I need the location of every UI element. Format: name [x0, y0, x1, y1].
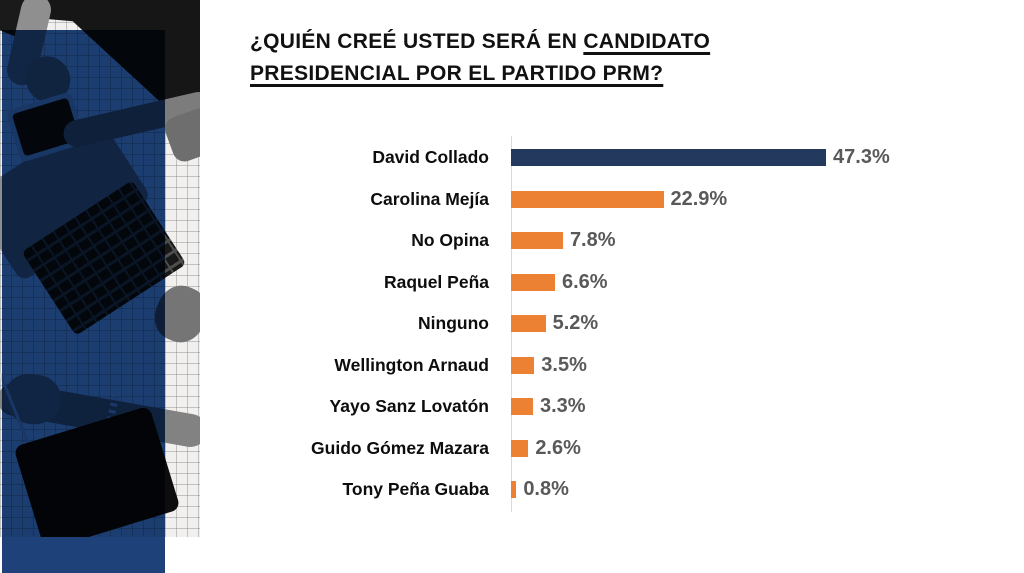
bar-row: David Collado 47.3% [250, 137, 890, 179]
bar-area: 0.8% [511, 478, 844, 501]
bar [511, 439, 529, 457]
bar-value: 5.2% [552, 312, 599, 335]
title-underlined-part1: CANDIDATO [583, 30, 711, 53]
bar-label: Tony Peña Guaba [342, 479, 489, 500]
bar-value: 3.5% [541, 353, 587, 376]
bar [511, 273, 555, 291]
bar-label: Carolina Mejía [370, 188, 489, 209]
bar-value: 7.8% [569, 229, 616, 252]
bar-value: 22.9% [670, 187, 728, 210]
bar [511, 356, 535, 374]
bar-label: No Opina [411, 230, 489, 251]
bar-chart: David Collado 47.3% Carolina Mejía 22.9%… [250, 136, 890, 512]
bar-value: 3.3% [539, 395, 586, 418]
bar-value: 47.3% [833, 146, 890, 169]
bar-row: Tony Peña Guaba 0.8% [250, 469, 844, 511]
bar [511, 232, 563, 250]
bar-rows: David Collado 47.3% Carolina Mejía 22.9%… [250, 137, 890, 511]
bar-area: 3.5% [511, 354, 844, 377]
bar-area: 47.3% [511, 146, 890, 169]
bar [511, 190, 664, 208]
bar-row: No Opina 7.8% [250, 220, 844, 262]
bar-area: 22.9% [511, 188, 844, 211]
bar-area: 6.6% [511, 271, 844, 294]
bar-area: 5.2% [511, 312, 844, 335]
bar-value: 0.8% [523, 478, 569, 501]
bar [511, 315, 546, 333]
bar-label: Ninguno [418, 313, 489, 334]
bar-row: Raquel Peña 6.6% [250, 262, 844, 304]
bar-row: Carolina Mejía 22.9% [250, 179, 844, 221]
bar-row: Ninguno 5.2% [250, 303, 844, 345]
bar-label: Guido Gómez Mazara [311, 437, 489, 458]
title-prefix: ¿QUIÉN CREÉ USTED SERÁ EN [250, 30, 584, 53]
bar-label: David Collado [372, 147, 489, 168]
slide-title: ¿QUIÉN CREÉ USTED SERÁ EN CANDIDATO PRESI… [250, 26, 850, 90]
bar-label: Wellington Arnaud [334, 354, 489, 375]
bar-value: 6.6% [561, 270, 608, 293]
bar-value: 2.6% [535, 436, 581, 459]
bar-area: 2.6% [511, 437, 844, 460]
bar-label: Raquel Peña [383, 271, 489, 292]
blue-overlay-rectangle [2, 30, 165, 573]
bar-area: 7.8% [511, 229, 844, 252]
bar [511, 481, 517, 499]
bar [511, 149, 827, 167]
bar-area: 3.3% [511, 395, 844, 418]
bar-label: Yayo Sanz Lovatón [329, 396, 489, 417]
bar-row: Yayo Sanz Lovatón 3.3% [250, 386, 844, 428]
title-underlined-part2: PRESIDENCIAL POR EL PARTIDO PRM? [250, 62, 664, 85]
bar-row: Guido Gómez Mazara 2.6% [250, 428, 844, 470]
bar [511, 398, 533, 416]
bar-row: Wellington Arnaud 3.5% [250, 345, 844, 387]
